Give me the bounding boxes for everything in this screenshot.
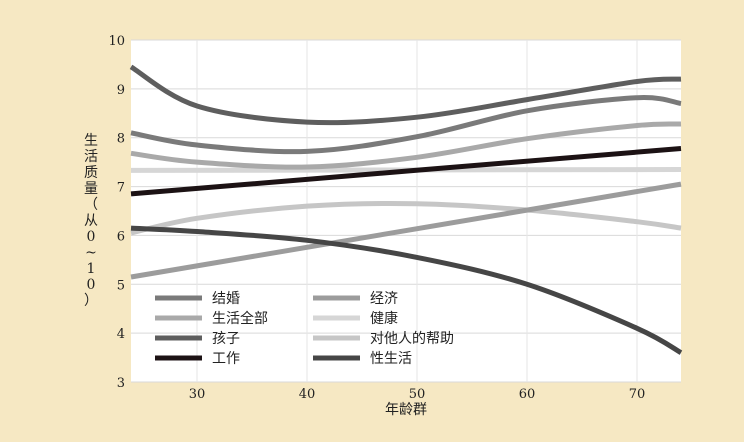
series-line-3 — [130, 146, 682, 197]
legend-item: 结婚 — [155, 291, 240, 307]
y-axis-title-char: 0 — [87, 277, 96, 293]
legend-label: 结婚 — [212, 291, 240, 307]
y-axis-title-char: 活 — [84, 149, 98, 165]
legend-item: 孩子 — [155, 331, 240, 347]
y-axis-title-char: 从 — [84, 213, 98, 229]
legend-label: 孩子 — [212, 331, 240, 347]
y-axis-title-char: 量 — [84, 181, 98, 197]
legend-label: 生活全部 — [212, 310, 268, 327]
series-line-6 — [130, 200, 682, 236]
series-lines — [129, 64, 683, 355]
legend-label: 经济 — [370, 291, 398, 307]
y-axis-title-char: 1 — [87, 261, 96, 277]
y-tick-label: 7 — [117, 181, 125, 196]
series-line-0 — [130, 95, 682, 155]
legend-label: 工作 — [212, 351, 240, 367]
y-axis-ticks: 3 4 5 6 7 8 9 10 — [108, 34, 125, 391]
y-axis-title-char: 0 — [87, 229, 96, 245]
gridlines — [131, 39, 681, 383]
legend-item: 生活全部 — [155, 310, 268, 327]
series-line-7 — [130, 225, 683, 355]
y-tick-label: 6 — [117, 229, 125, 244]
x-tick-label: 60 — [519, 387, 536, 402]
legend-label: 对他人的帮助 — [370, 331, 454, 347]
legend-item: 经济 — [313, 291, 398, 307]
y-axis-title-char: （ — [84, 197, 98, 213]
y-tick-label: 4 — [117, 327, 125, 342]
plot-area — [131, 40, 681, 382]
y-axis-title-char: 生 — [84, 133, 98, 149]
y-axis-title-char: ） — [84, 293, 98, 309]
y-axis-title-char: ~ — [85, 245, 97, 261]
series-line-1 — [130, 121, 682, 170]
x-tick-label: 50 — [409, 387, 426, 402]
x-tick-label: 30 — [189, 387, 206, 402]
legend-item: 性生活 — [313, 351, 412, 367]
x-axis-ticks: 30 40 50 60 70 — [189, 387, 646, 402]
y-tick-label: 8 — [117, 132, 125, 147]
y-tick-label: 10 — [108, 34, 125, 49]
legend-item: 健康 — [313, 310, 398, 327]
x-tick-label: 70 — [629, 387, 646, 402]
y-tick-label: 9 — [117, 83, 125, 98]
legend-label: 性生活 — [370, 351, 412, 367]
series-line-4 — [130, 181, 682, 280]
y-tick-label: 5 — [117, 278, 125, 293]
legend-item: 对他人的帮助 — [313, 331, 454, 347]
legend-label: 健康 — [370, 310, 398, 327]
legend-item: 工作 — [155, 351, 240, 367]
y-axis-title-char: 质 — [84, 165, 98, 181]
x-axis-title: 年龄群 — [385, 402, 427, 418]
x-tick-label: 40 — [299, 387, 316, 402]
y-tick-label: 3 — [117, 376, 125, 391]
series-line-2 — [129, 64, 682, 126]
